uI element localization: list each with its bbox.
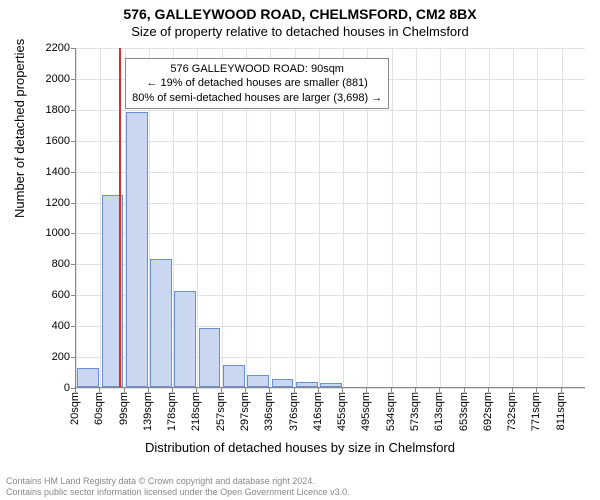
xtick-label: 613sqm [433,392,445,431]
annotation-line: ← 19% of detached houses are smaller (88… [132,76,382,90]
xtick-label: 60sqm [93,392,105,425]
gridline-h [76,141,585,142]
ytick-label: 400 [10,320,70,332]
ytick-mark [71,110,75,111]
xtick-label: 178sqm [166,392,178,431]
histogram-bar [272,379,294,388]
histogram-bar [150,259,172,387]
xtick-label: 495sqm [360,392,372,431]
ytick-mark [71,233,75,234]
histogram-bar [174,291,196,387]
ytick-mark [71,203,75,204]
gridline-h [76,110,585,111]
chart-title-address: 576, GALLEYWOOD ROAD, CHELMSFORD, CM2 8B… [0,6,600,22]
xtick-label: 257sqm [215,392,227,431]
histogram-bar [247,375,269,387]
gridline-v [537,48,538,387]
ytick-label: 800 [10,258,70,270]
gridline-v [392,48,393,387]
xtick-label: 692sqm [482,392,494,431]
ytick-mark [71,141,75,142]
ytick-mark [71,48,75,49]
gridline-v [416,48,417,387]
gridline-v [440,48,441,387]
ytick-label: 1000 [10,227,70,239]
chart-container: { "titles": { "line1": "576, GALLEYWOOD … [0,0,600,500]
xtick-label: 336sqm [263,392,275,431]
xtick-label: 297sqm [239,392,251,431]
xtick-label: 455sqm [336,392,348,431]
gridline-h [76,48,585,49]
ytick-mark [71,172,75,173]
ytick-mark [71,326,75,327]
histogram-bar [126,112,148,387]
gridline-v [76,48,77,387]
footer-line-1: Contains HM Land Registry data © Crown c… [6,476,350,487]
property-marker-line [119,48,121,387]
gridline-h [76,233,585,234]
ytick-mark [71,357,75,358]
gridline-v [465,48,466,387]
xtick-label: 99sqm [118,392,130,425]
ytick-label: 0 [10,382,70,394]
histogram-bar [320,383,342,387]
xtick-label: 20sqm [69,392,81,425]
ytick-label: 1600 [10,135,70,147]
ytick-label: 1400 [10,166,70,178]
x-axis-label: Distribution of detached houses by size … [0,440,600,455]
ytick-label: 1200 [10,197,70,209]
xtick-label: 732sqm [506,392,518,431]
ytick-label: 200 [10,351,70,363]
xtick-label: 376sqm [288,392,300,431]
attribution-footer: Contains HM Land Registry data © Crown c… [6,476,350,498]
chart-subtitle: Size of property relative to detached ho… [0,24,600,39]
ytick-mark [71,79,75,80]
ytick-label: 2000 [10,73,70,85]
gridline-h [76,172,585,173]
xtick-label: 416sqm [312,392,324,431]
histogram-bar [199,328,221,387]
annotation-line: 80% of semi-detached houses are larger (… [132,91,382,105]
gridline-v [562,48,563,387]
ytick-label: 1800 [10,104,70,116]
annotation-line: 576 GALLEYWOOD ROAD: 90sqm [132,62,382,76]
ytick-label: 600 [10,289,70,301]
ytick-label: 2200 [10,42,70,54]
footer-line-2: Contains public sector information licen… [6,487,350,498]
gridline-v [489,48,490,387]
xtick-label: 573sqm [409,392,421,431]
gridline-v [513,48,514,387]
y-axis-label: Number of detached properties [12,39,27,218]
histogram-bar [223,365,245,387]
gridline-h [76,203,585,204]
xtick-label: 653sqm [458,392,470,431]
gridline-h [76,388,585,389]
ytick-mark [71,264,75,265]
xtick-label: 139sqm [142,392,154,431]
xtick-label: 218sqm [190,392,202,431]
ytick-mark [71,295,75,296]
histogram-bar [296,382,318,387]
xtick-label: 534sqm [385,392,397,431]
annotation-box: 576 GALLEYWOOD ROAD: 90sqm← 19% of detac… [125,58,389,109]
xtick-label: 771sqm [530,392,542,431]
histogram-bar [77,368,99,387]
xtick-label: 811sqm [555,392,567,430]
